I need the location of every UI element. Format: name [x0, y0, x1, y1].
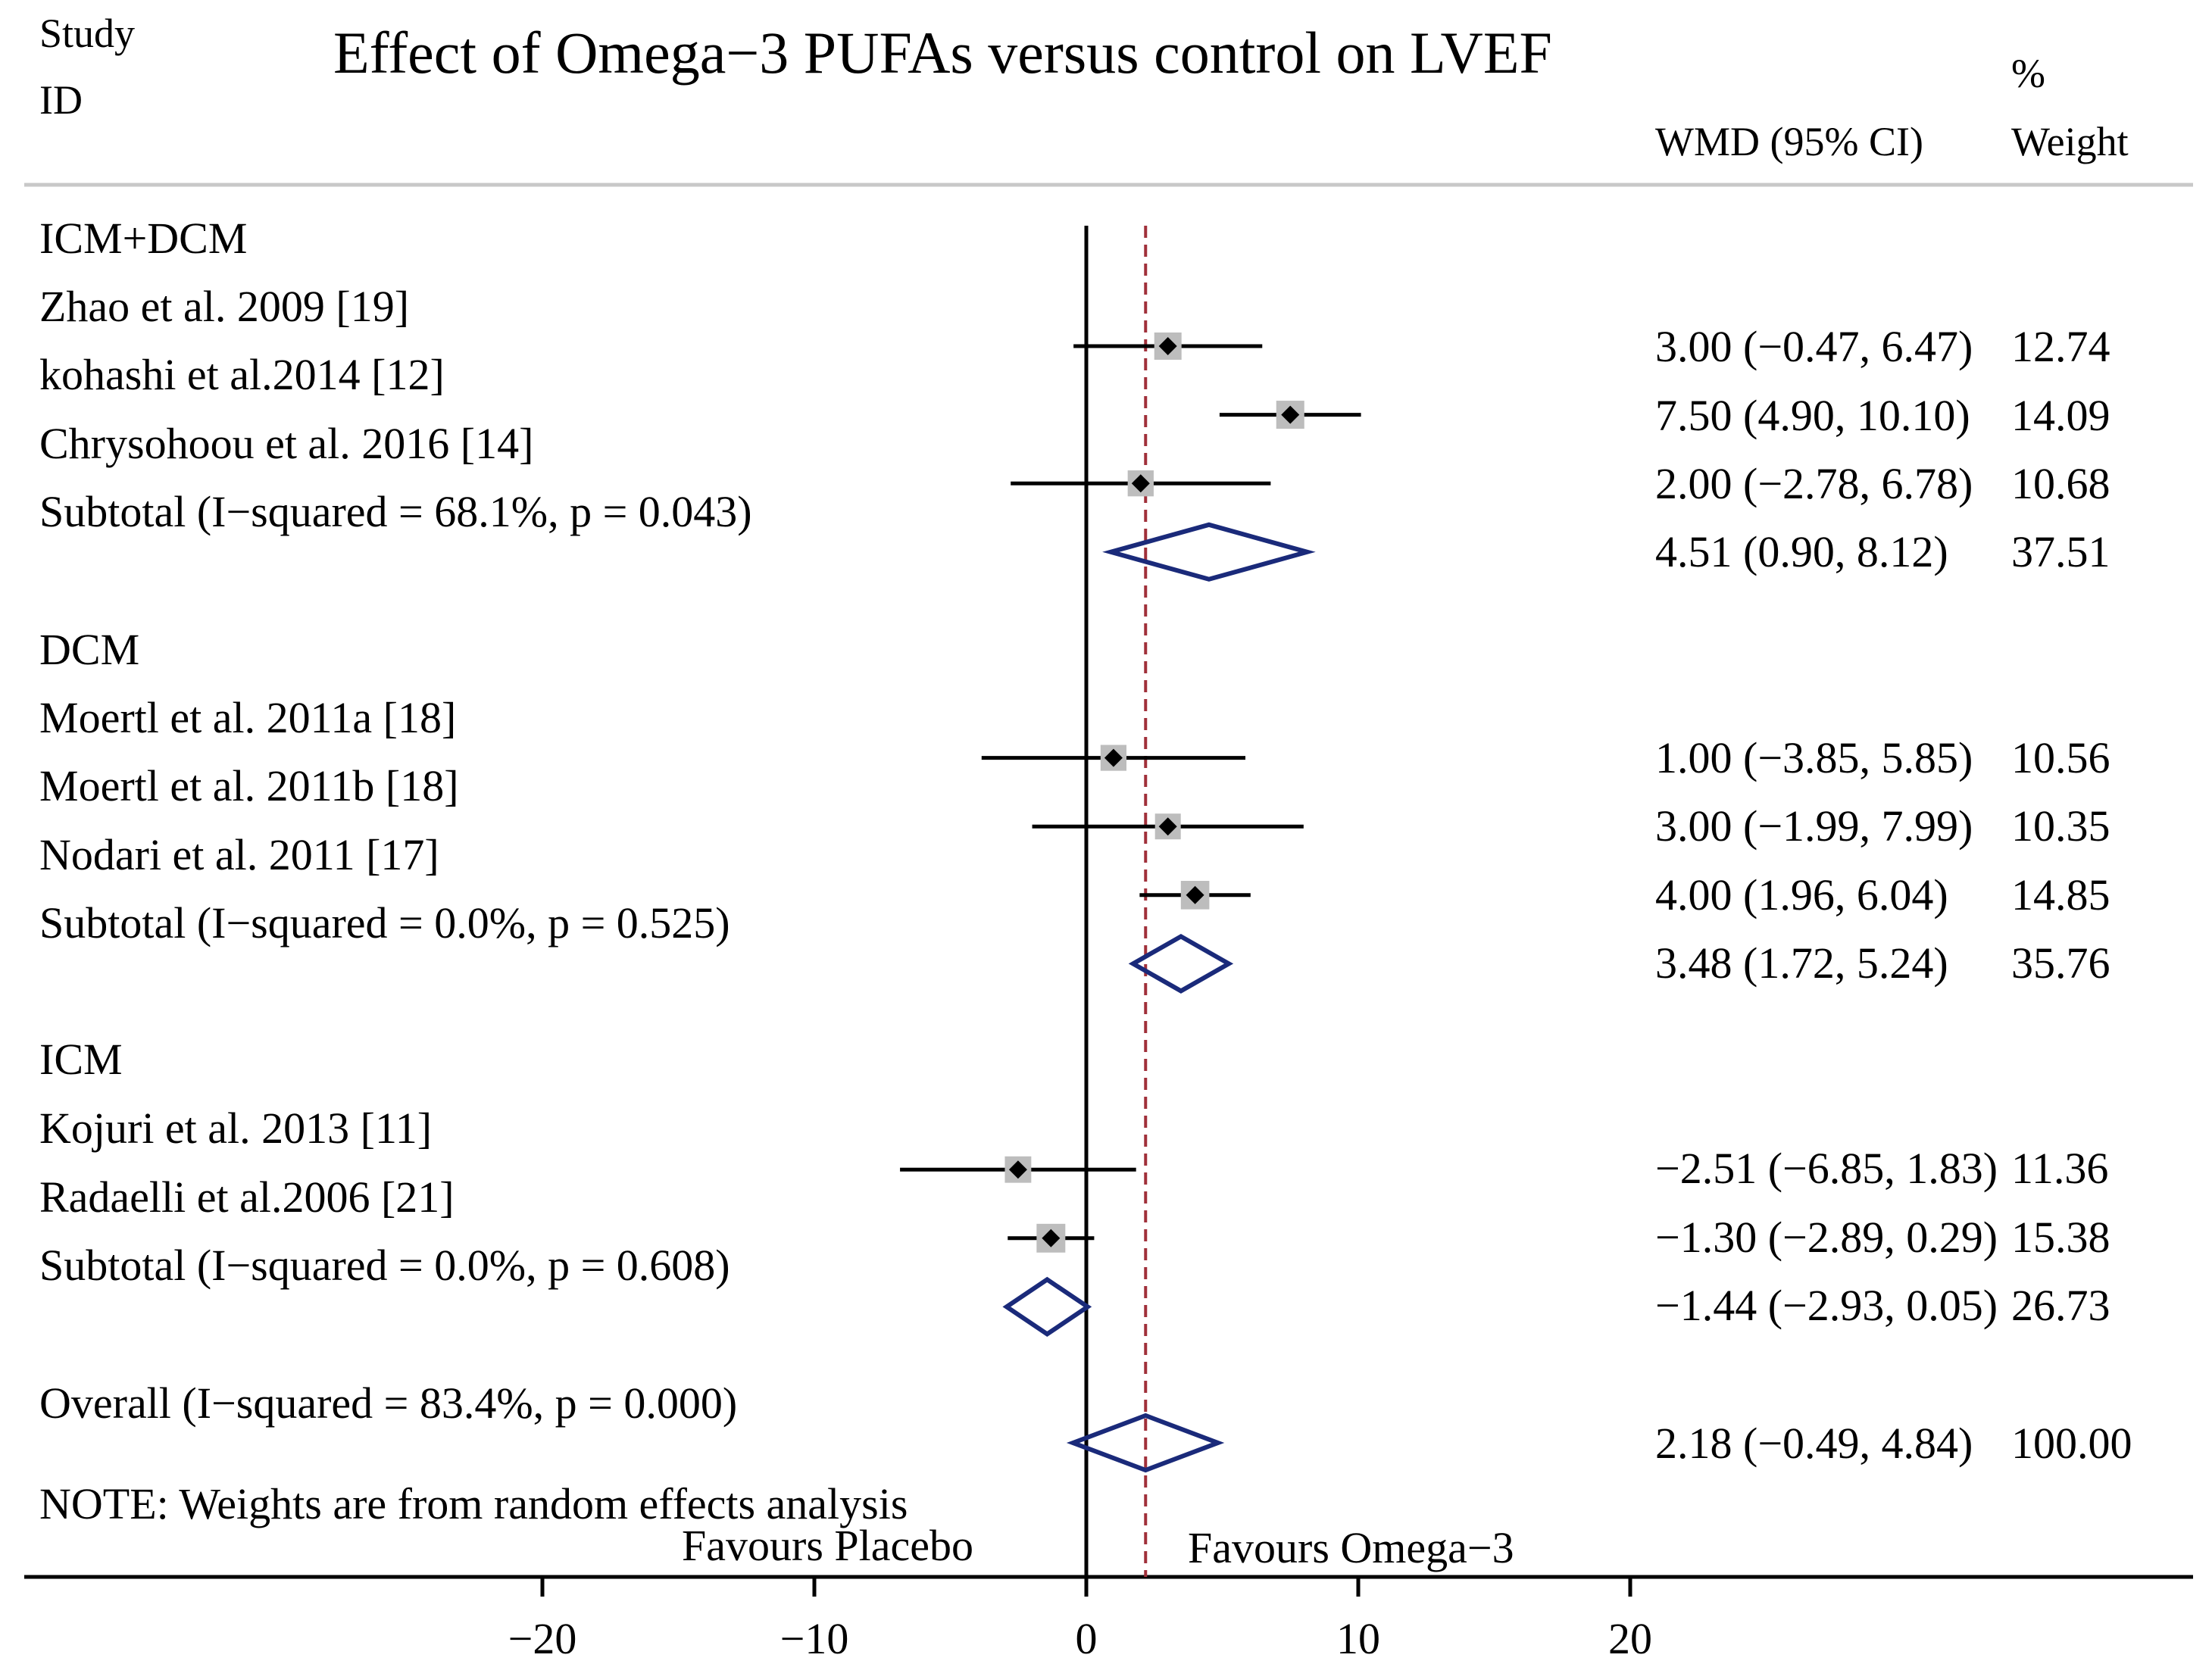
- weight-text: 10.56: [2011, 733, 2110, 782]
- group-label-icm: ICM: [39, 1035, 123, 1084]
- subtotal-diamond: [1128, 933, 1234, 994]
- ci-text: 4.00 (1.96, 6.04): [1655, 870, 1948, 919]
- ci-text: −1.30 (−2.89, 0.29): [1655, 1213, 1998, 1262]
- x-tick-label: −20: [508, 1614, 577, 1663]
- weight-text: 14.09: [2011, 391, 2110, 440]
- effect-header: WMD (95% CI): [1655, 119, 1923, 164]
- favours-right-label: Favours Omega−3: [1188, 1523, 1514, 1572]
- ci-text: −2.51 (−6.85, 1.83): [1655, 1144, 1998, 1193]
- study-label: Moertl et al. 2011a [18]: [39, 693, 456, 742]
- weight-text: 10.68: [2011, 459, 2110, 508]
- overall-label: Overall (I−squared = 83.4%, p = 0.000): [39, 1378, 737, 1428]
- subtotal-diamond: [1002, 1276, 1092, 1338]
- subtotal-label: Subtotal (I−squared = 0.0%, p = 0.608): [39, 1241, 730, 1290]
- study-label: Moertl et al. 2011b [18]: [39, 761, 459, 810]
- weight-text: 35.76: [2011, 938, 2110, 988]
- study-label: Kojuri et al. 2013 [11]: [39, 1104, 432, 1153]
- weight-text: 100.00: [2011, 1419, 2132, 1468]
- point-estimate: [1042, 1228, 1061, 1247]
- study-label: Zhao et al. 2009 [19]: [39, 282, 409, 331]
- study-header: Study: [39, 11, 135, 56]
- x-tick-label: 10: [1336, 1614, 1380, 1663]
- group-label-icm-dcm: ICM+DCM: [39, 214, 247, 263]
- x-tick-label: 20: [1608, 1614, 1652, 1663]
- forest-marks: [900, 332, 1361, 1473]
- weight-text: 12.74: [2011, 322, 2110, 371]
- x-tick-label: 0: [1076, 1614, 1098, 1663]
- ci-text: 3.00 (−0.47, 6.47): [1655, 322, 1973, 371]
- point-estimate: [1104, 748, 1123, 767]
- ci-text: 3.48 (1.72, 5.24): [1655, 938, 1948, 988]
- weight-text: 37.51: [2011, 527, 2110, 576]
- ci-text: 2.00 (−2.78, 6.78): [1655, 459, 1973, 508]
- weight-text: 11.36: [2011, 1144, 2108, 1193]
- ci-text: 4.51 (0.90, 8.12): [1655, 527, 1948, 576]
- ci-text: −1.44 (−2.93, 0.05): [1655, 1281, 1998, 1330]
- point-estimate: [1131, 474, 1150, 493]
- chart-title: Effect of Omega−3 PUFAs versus control o…: [333, 20, 1552, 86]
- ci-text: 2.18 (−0.49, 4.84): [1655, 1419, 1973, 1468]
- point-estimate: [1158, 817, 1177, 836]
- overall-diamond: [1066, 1413, 1225, 1473]
- ci-text: 1.00 (−3.85, 5.85): [1655, 733, 1973, 782]
- weight-text: 26.73: [2011, 1281, 2110, 1330]
- point-estimate: [1281, 405, 1300, 424]
- ci-text: 7.50 (4.90, 10.10): [1655, 391, 1970, 440]
- weight-text: 15.38: [2011, 1213, 2110, 1262]
- x-axis-ticks: −20 −10 0 10 20: [508, 1577, 1652, 1663]
- study-label: Nodari et al. 2011 [17]: [39, 830, 439, 879]
- ci-text: 3.00 (−1.99, 7.99): [1655, 801, 1973, 851]
- point-estimate: [1008, 1160, 1027, 1179]
- percent-header: %: [2011, 51, 2045, 96]
- weight-text: 14.85: [2011, 870, 2110, 919]
- id-header: ID: [39, 77, 83, 123]
- point-estimate: [1186, 885, 1204, 904]
- study-label: Radaelli et al.2006 [21]: [39, 1172, 455, 1222]
- point-estimate: [1158, 337, 1177, 355]
- weight-text: 10.35: [2011, 801, 2110, 851]
- subtotal-label: Subtotal (I−squared = 68.1%, p = 0.043): [39, 487, 752, 536]
- study-label: Chrysohoou et al. 2016 [14]: [39, 419, 533, 468]
- weight-header: Weight: [2011, 119, 2129, 164]
- note-text: NOTE: Weights are from random effects an…: [39, 1479, 908, 1528]
- x-tick-label: −10: [780, 1614, 849, 1663]
- favours-left-label: Favours Placebo: [682, 1521, 973, 1570]
- group-label-dcm: DCM: [39, 625, 139, 674]
- study-label: kohashi et al.2014 [12]: [39, 350, 445, 399]
- subtotal-diamond: [1102, 522, 1316, 582]
- subtotal-label: Subtotal (I−squared = 0.0%, p = 0.525): [39, 898, 730, 948]
